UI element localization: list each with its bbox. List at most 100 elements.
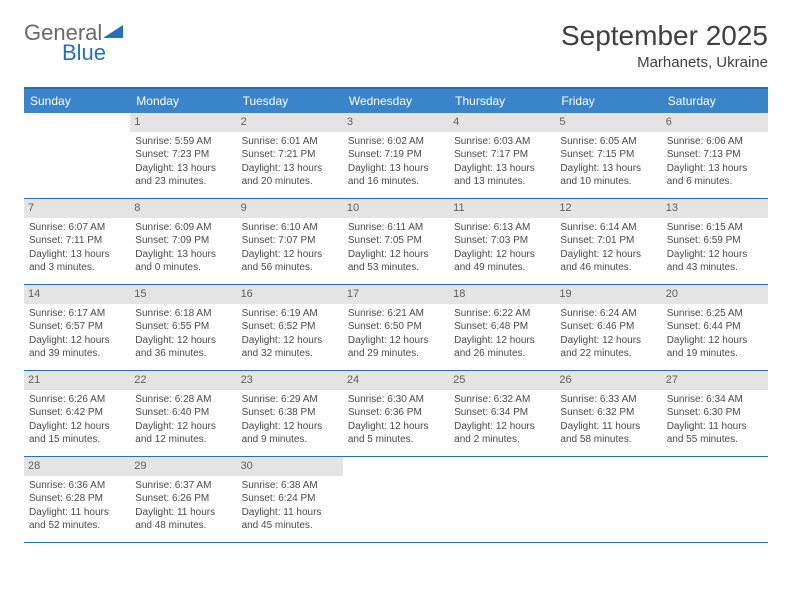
daylight-text: and 56 minutes. <box>242 261 338 275</box>
daylight-text: and 45 minutes. <box>242 519 338 533</box>
calendar-cell: 25Sunrise: 6:32 AMSunset: 6:34 PMDayligh… <box>449 371 555 456</box>
sunset-text: Sunset: 7:19 PM <box>348 148 444 162</box>
daylight-text: and 22 minutes. <box>560 347 656 361</box>
daylight-text: Daylight: 12 hours <box>454 420 550 434</box>
day-number: 11 <box>449 199 555 218</box>
day-number: 30 <box>237 457 343 476</box>
day-number: 13 <box>662 199 768 218</box>
calendar-cell-blank <box>343 457 449 542</box>
calendar-cell: 2Sunrise: 6:01 AMSunset: 7:21 PMDaylight… <box>237 113 343 198</box>
calendar-cell: 27Sunrise: 6:34 AMSunset: 6:30 PMDayligh… <box>662 371 768 456</box>
daylight-text: Daylight: 12 hours <box>348 248 444 262</box>
calendar-cell: 24Sunrise: 6:30 AMSunset: 6:36 PMDayligh… <box>343 371 449 456</box>
sunset-text: Sunset: 7:11 PM <box>29 234 125 248</box>
daylight-text: Daylight: 12 hours <box>242 420 338 434</box>
week-row: 14Sunrise: 6:17 AMSunset: 6:57 PMDayligh… <box>24 285 768 371</box>
sunset-text: Sunset: 6:36 PM <box>348 406 444 420</box>
weeks-container: 1Sunrise: 5:59 AMSunset: 7:23 PMDaylight… <box>24 113 768 543</box>
sunrise-text: Sunrise: 6:22 AM <box>454 307 550 321</box>
sunset-text: Sunset: 6:26 PM <box>135 492 231 506</box>
sunrise-text: Sunrise: 6:38 AM <box>242 479 338 493</box>
daylight-text: and 48 minutes. <box>135 519 231 533</box>
daylight-text: and 58 minutes. <box>560 433 656 447</box>
day-number: 29 <box>130 457 236 476</box>
daylight-text: Daylight: 13 hours <box>348 162 444 176</box>
week-row: 21Sunrise: 6:26 AMSunset: 6:42 PMDayligh… <box>24 371 768 457</box>
sunrise-text: Sunrise: 6:34 AM <box>667 393 763 407</box>
sunset-text: Sunset: 6:48 PM <box>454 320 550 334</box>
daylight-text: and 53 minutes. <box>348 261 444 275</box>
daylight-text: and 55 minutes. <box>667 433 763 447</box>
sunset-text: Sunset: 7:07 PM <box>242 234 338 248</box>
calendar-cell: 29Sunrise: 6:37 AMSunset: 6:26 PMDayligh… <box>130 457 236 542</box>
sunrise-text: Sunrise: 6:18 AM <box>135 307 231 321</box>
calendar-cell: 3Sunrise: 6:02 AMSunset: 7:19 PMDaylight… <box>343 113 449 198</box>
sunrise-text: Sunrise: 6:32 AM <box>454 393 550 407</box>
sunset-text: Sunset: 6:46 PM <box>560 320 656 334</box>
day-header-wednesday: Wednesday <box>343 89 449 113</box>
sunset-text: Sunset: 7:09 PM <box>135 234 231 248</box>
calendar-cell: 19Sunrise: 6:24 AMSunset: 6:46 PMDayligh… <box>555 285 661 370</box>
day-number: 4 <box>449 113 555 132</box>
day-number: 14 <box>24 285 130 304</box>
daylight-text: and 0 minutes. <box>135 261 231 275</box>
sunrise-text: Sunrise: 6:15 AM <box>667 221 763 235</box>
daylight-text: Daylight: 13 hours <box>29 248 125 262</box>
calendar-cell-blank <box>449 457 555 542</box>
calendar-cell: 28Sunrise: 6:36 AMSunset: 6:28 PMDayligh… <box>24 457 130 542</box>
day-number: 12 <box>555 199 661 218</box>
calendar-cell: 13 Sunrise: 6:15 AMSunset: 6:59 PMDayligh… <box>662 199 768 284</box>
daylight-text: Daylight: 12 hours <box>667 248 763 262</box>
sunrise-text: Sunrise: 6:03 AM <box>454 135 550 149</box>
daylight-text: and 32 minutes. <box>242 347 338 361</box>
day-number: 5 <box>555 113 661 132</box>
location: Marhanets, Ukraine <box>561 54 768 71</box>
sunset-text: Sunset: 6:59 PM <box>667 234 763 248</box>
daylight-text: and 2 minutes. <box>454 433 550 447</box>
daylight-text: Daylight: 12 hours <box>242 248 338 262</box>
sunrise-text: Sunrise: 6:01 AM <box>242 135 338 149</box>
calendar-cell: 22Sunrise: 6:28 AMSunset: 6:40 PMDayligh… <box>130 371 236 456</box>
day-number: 25 <box>449 371 555 390</box>
daylight-text: Daylight: 12 hours <box>560 248 656 262</box>
daylight-text: and 6 minutes. <box>667 175 763 189</box>
daylight-text: Daylight: 12 hours <box>560 334 656 348</box>
sunset-text: Sunset: 6:32 PM <box>560 406 656 420</box>
day-header-monday: Monday <box>130 89 236 113</box>
daylight-text: and 52 minutes. <box>29 519 125 533</box>
day-number: 6 <box>662 113 768 132</box>
calendar-cell: 5Sunrise: 6:05 AMSunset: 7:15 PMDaylight… <box>555 113 661 198</box>
day-number: 16 <box>237 285 343 304</box>
sunset-text: Sunset: 6:55 PM <box>135 320 231 334</box>
day-header-friday: Friday <box>555 89 661 113</box>
sunrise-text: Sunrise: 6:14 AM <box>560 221 656 235</box>
day-header-saturday: Saturday <box>662 89 768 113</box>
logo-triangle-icon <box>103 24 123 43</box>
day-number: 1 <box>130 113 236 132</box>
day-number: 18 <box>449 285 555 304</box>
sunrise-text: Sunrise: 6:02 AM <box>348 135 444 149</box>
sunset-text: Sunset: 7:15 PM <box>560 148 656 162</box>
day-number: 21 <box>24 371 130 390</box>
daylight-text: and 29 minutes. <box>348 347 444 361</box>
calendar-cell-blank <box>555 457 661 542</box>
day-number: 27 <box>662 371 768 390</box>
day-number: 9 <box>237 199 343 218</box>
daylight-text: Daylight: 12 hours <box>135 420 231 434</box>
sunrise-text: Sunrise: 6:11 AM <box>348 221 444 235</box>
day-number: 10 <box>343 199 449 218</box>
sunset-text: Sunset: 6:38 PM <box>242 406 338 420</box>
daylight-text: and 3 minutes. <box>29 261 125 275</box>
daylight-text: and 13 minutes. <box>454 175 550 189</box>
daylight-text: and 23 minutes. <box>135 175 231 189</box>
calendar-cell: 16Sunrise: 6:19 AMSunset: 6:52 PMDayligh… <box>237 285 343 370</box>
day-header-thursday: Thursday <box>449 89 555 113</box>
daylight-text: and 15 minutes. <box>29 433 125 447</box>
sunrise-text: Sunrise: 6:28 AM <box>135 393 231 407</box>
sunrise-text: Sunrise: 6:29 AM <box>242 393 338 407</box>
sunset-text: Sunset: 6:52 PM <box>242 320 338 334</box>
daylight-text: Daylight: 11 hours <box>560 420 656 434</box>
logo: GeneralBlue <box>24 20 123 66</box>
calendar-cell: 20Sunrise: 6:25 AMSunset: 6:44 PMDayligh… <box>662 285 768 370</box>
calendar-cell: 7Sunrise: 6:07 AMSunset: 7:11 PMDaylight… <box>24 199 130 284</box>
